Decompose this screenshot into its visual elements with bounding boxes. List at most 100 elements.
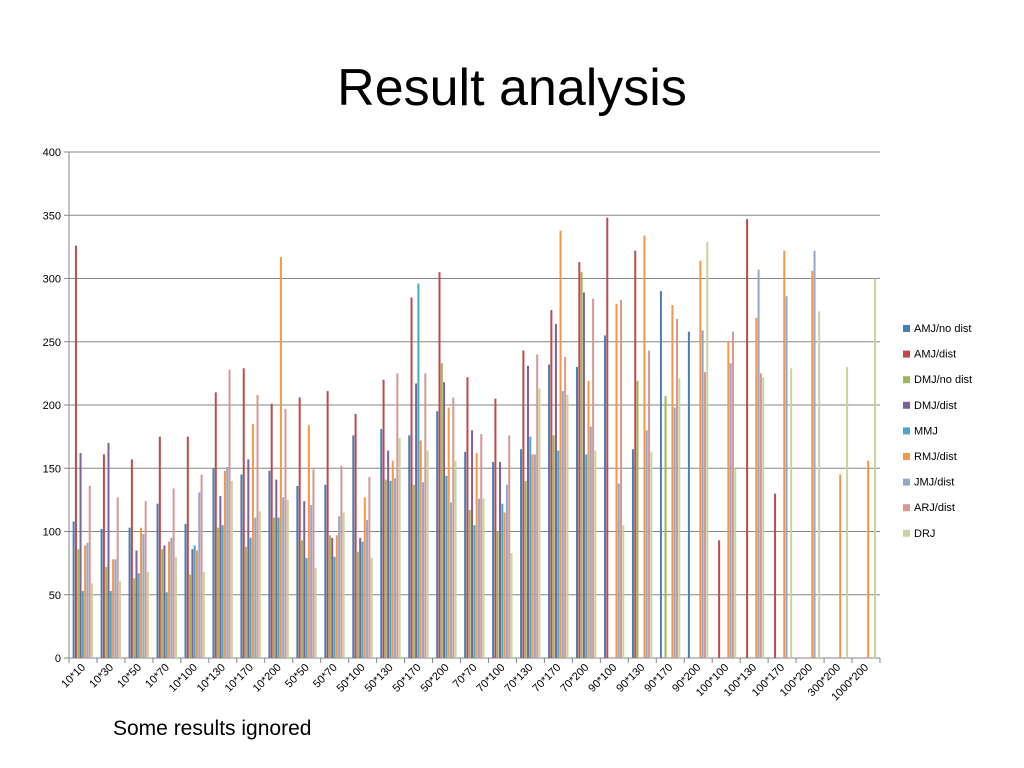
bar — [77, 549, 80, 658]
bar — [445, 475, 448, 658]
y-tick-label: 400 — [43, 147, 61, 159]
x-tick-label: 70*200 — [558, 662, 591, 695]
bar — [548, 364, 551, 658]
bar — [492, 461, 495, 658]
bar — [221, 525, 224, 658]
bar — [643, 235, 646, 659]
x-tick-label: 70*130 — [502, 662, 535, 695]
bar — [454, 460, 457, 658]
x-tick-label: 90*130 — [614, 662, 647, 695]
bar — [475, 453, 478, 658]
bar — [417, 283, 420, 658]
bar — [718, 540, 721, 658]
bar — [501, 503, 504, 658]
x-tick-label: 10*200 — [251, 662, 284, 695]
bar — [564, 356, 567, 658]
legend-swatch — [903, 478, 910, 486]
bar — [634, 250, 637, 659]
bar — [561, 391, 564, 658]
bar — [391, 460, 394, 658]
legend: AMJ/no dist AMJ/dist DMJ/no dist DMJ/dist MM… — [903, 323, 972, 540]
bar — [592, 298, 595, 658]
bar — [645, 430, 648, 658]
y-tick-label: 150 — [43, 463, 61, 475]
bar — [424, 373, 427, 658]
bar — [228, 369, 231, 658]
bar — [606, 217, 609, 658]
bar — [620, 300, 623, 658]
bar — [81, 590, 84, 658]
bar — [818, 311, 821, 658]
bar — [245, 546, 248, 658]
bar — [275, 479, 278, 658]
bar — [398, 437, 401, 658]
bar — [659, 291, 662, 658]
x-tick-label: 50*130 — [363, 662, 396, 695]
bar — [382, 379, 385, 658]
bar — [335, 535, 338, 658]
bar — [240, 474, 243, 658]
legend-swatch — [903, 504, 910, 512]
bar — [664, 396, 667, 658]
bar — [324, 484, 327, 658]
bar — [554, 324, 557, 658]
bar — [790, 368, 793, 658]
bar — [200, 474, 203, 658]
bar — [161, 549, 164, 658]
bar — [408, 435, 411, 658]
bar — [105, 566, 108, 658]
bar — [522, 350, 525, 658]
x-tick-label: 70*100 — [474, 662, 507, 695]
bar — [184, 523, 187, 658]
bar — [617, 483, 620, 658]
x-tick-label: 50*50 — [283, 662, 312, 691]
bar — [186, 436, 189, 658]
bar — [755, 317, 758, 658]
bar — [701, 330, 704, 658]
bar — [774, 493, 777, 658]
bar — [699, 260, 702, 658]
bar — [557, 450, 560, 658]
legend-label: RMJ/dist — [914, 451, 957, 463]
bar — [230, 480, 233, 658]
bar — [116, 497, 119, 658]
bar — [340, 465, 343, 658]
y-tick-labels: 0 50 100 150 200 250 300 350 400 — [43, 147, 61, 665]
bar — [74, 245, 77, 659]
bar — [212, 468, 215, 658]
x-tick-label: 50*100 — [335, 662, 368, 695]
bar — [452, 397, 455, 658]
legend-label: MMJ — [914, 425, 938, 437]
bar — [762, 377, 765, 658]
bar — [477, 498, 480, 658]
bar — [566, 394, 569, 658]
bar — [389, 480, 392, 658]
bar — [813, 250, 816, 659]
bar — [359, 537, 362, 658]
bar — [533, 454, 536, 658]
bar — [128, 527, 131, 658]
legend-swatch — [903, 453, 910, 460]
bar — [673, 407, 676, 658]
bar — [394, 478, 397, 658]
bar — [746, 219, 749, 659]
legend-swatch — [903, 401, 910, 409]
bar — [272, 517, 275, 658]
bar — [464, 451, 467, 658]
bar — [480, 434, 483, 658]
bar — [158, 436, 161, 658]
bar — [499, 461, 502, 658]
x-tick-label: 90*170 — [642, 662, 675, 695]
bar — [258, 511, 261, 658]
bar — [84, 545, 87, 658]
bar — [109, 590, 112, 658]
bar — [729, 363, 732, 658]
legend-swatch — [903, 325, 910, 332]
x-tick-label: 50*200 — [419, 662, 452, 695]
bar — [846, 367, 849, 658]
bar — [757, 269, 760, 658]
bar — [582, 292, 585, 658]
bar — [247, 459, 250, 658]
bar — [217, 527, 220, 658]
